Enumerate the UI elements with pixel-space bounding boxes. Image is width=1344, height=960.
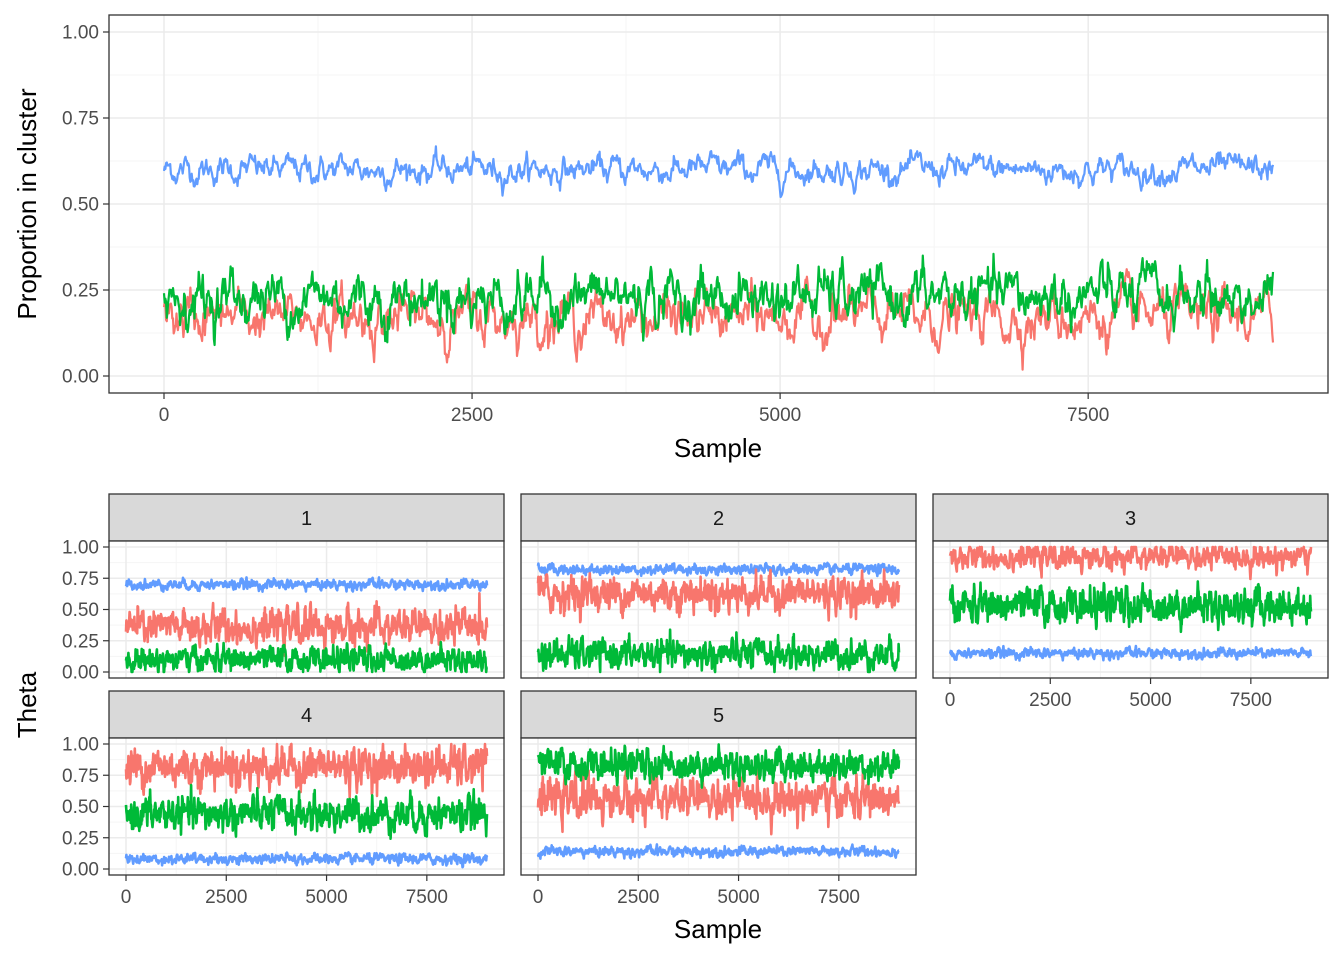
facet-4-y-tick-label: 0.75 bbox=[62, 766, 99, 787]
facet-4-y-tick-label: 0.00 bbox=[62, 860, 99, 881]
facet-5-x-tick-label: 5000 bbox=[717, 887, 759, 908]
facet-1-series-line-1 bbox=[124, 576, 489, 593]
top-series-line-2 bbox=[162, 268, 1275, 371]
facet-5-series-line-2 bbox=[536, 759, 901, 836]
facet-3-series-line-2 bbox=[948, 545, 1313, 581]
facet-strip-label: 2 bbox=[713, 508, 724, 530]
top-y-tick-label: 1.00 bbox=[62, 23, 99, 44]
facet-3-x-tick-label: 7500 bbox=[1230, 690, 1272, 711]
facet-1-y-tick-label: 1.00 bbox=[62, 538, 99, 559]
facet-4-x-tick-label: 0 bbox=[121, 887, 132, 908]
facet-3-x-tick-label: 2500 bbox=[1029, 690, 1071, 711]
facet-1-y-tick-label: 0.75 bbox=[62, 569, 99, 590]
facet-strip-label: 3 bbox=[1125, 508, 1136, 530]
facet-4-y-tick-label: 0.50 bbox=[62, 797, 99, 818]
top-y-tick-label: 0.00 bbox=[62, 367, 99, 388]
facet-4-series-line-3 bbox=[124, 783, 489, 840]
facet-5-panel-border bbox=[520, 737, 917, 876]
facet-3-series-line-1 bbox=[948, 644, 1313, 662]
facet-3-x-tick-label: 5000 bbox=[1129, 690, 1171, 711]
facet-2-series-line-1 bbox=[536, 561, 901, 578]
facet-5-series-line-3 bbox=[536, 743, 901, 789]
facet-strip-3 bbox=[932, 493, 1329, 542]
facet-strip-label: 1 bbox=[301, 508, 312, 530]
top-series-line-3 bbox=[162, 252, 1275, 347]
facet-2-series-line-2 bbox=[536, 568, 901, 624]
facet-5-series-line-1 bbox=[536, 843, 900, 860]
top-x-tick-label: 2500 bbox=[451, 405, 493, 426]
facet-3-panel-border bbox=[932, 540, 1329, 679]
facet-4-series-line-2 bbox=[124, 742, 489, 799]
top-x-tick-label: 5000 bbox=[759, 405, 801, 426]
top-y-tick-label: 0.25 bbox=[62, 281, 99, 302]
facet-4-x-tick-label: 2500 bbox=[205, 887, 247, 908]
facet-1-series-line-3 bbox=[124, 640, 488, 674]
facet-panel-2: 2 bbox=[520, 493, 917, 679]
facet-panel-3: 3 0 2500 5000 7500 bbox=[932, 493, 1329, 711]
top-series-line-1 bbox=[162, 145, 1275, 199]
facet-1-y-tick-label: 0.00 bbox=[62, 663, 99, 684]
facet-4-x-tick-label: 7500 bbox=[406, 887, 448, 908]
top-x-tick-label: 7500 bbox=[1067, 405, 1109, 426]
facet-panel-4: 4 0.00 0.25 0.50 0.75 1.00 0 2500 5000 7500 bbox=[62, 690, 505, 908]
facet-4-x-tick-label: 5000 bbox=[305, 887, 347, 908]
facet-strip-1 bbox=[108, 493, 505, 542]
facet-1-series-line-2 bbox=[124, 592, 489, 657]
facet-1-y-tick-label: 0.25 bbox=[62, 631, 99, 652]
facet-5-x-tick-label: 2500 bbox=[617, 887, 659, 908]
facet-y-axis-title: Theta bbox=[12, 671, 42, 738]
theta-facet-plot: 1 0.00 0.25 0.50 0.75 1.00 2 3 0 2500 5000 7500 4 0.0… bbox=[62, 493, 1329, 908]
facet-panel-1: 1 0.00 0.25 0.50 0.75 1.00 bbox=[62, 493, 505, 684]
top-x-axis-title: Sample bbox=[674, 433, 762, 463]
facet-4-y-tick-label: 0.25 bbox=[62, 828, 99, 849]
top-x-tick-label: 0 bbox=[159, 405, 170, 426]
facet-2-series-line-3 bbox=[536, 628, 901, 674]
top-y-axis-title: Proportion in cluster bbox=[12, 88, 42, 320]
facet-1-y-tick-label: 0.50 bbox=[62, 600, 99, 621]
facet-strip-label: 5 bbox=[713, 705, 724, 727]
facet-3-series-line-3 bbox=[948, 580, 1313, 634]
facet-4-series-line-1 bbox=[124, 851, 489, 869]
facet-5-x-tick-label: 7500 bbox=[818, 887, 860, 908]
top-y-tick-label: 0.50 bbox=[62, 195, 99, 216]
top-y-tick-label: 0.75 bbox=[62, 109, 99, 130]
facet-panel-5: 5 0 2500 5000 7500 bbox=[520, 690, 917, 908]
facet-5-x-tick-label: 0 bbox=[533, 887, 544, 908]
facet-strip-label: 4 bbox=[301, 705, 312, 727]
facet-x-axis-title: Sample bbox=[674, 914, 762, 944]
facet-2-panel-border bbox=[520, 540, 917, 679]
facet-3-x-tick-label: 0 bbox=[945, 690, 956, 711]
facet-strip-2 bbox=[520, 493, 917, 542]
proportion-plot: 0.00 0.25 0.50 0.75 1.00 0 2500 5000 7500 bbox=[62, 14, 1329, 426]
facet-4-y-tick-label: 1.00 bbox=[62, 735, 99, 756]
